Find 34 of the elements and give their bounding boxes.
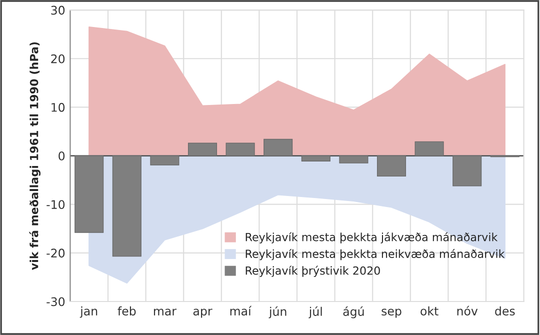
x-tick-label: feb <box>118 306 136 316</box>
bar <box>264 138 293 156</box>
y-tick-label: -20 <box>46 248 65 258</box>
legend-label: Reykjavík mesta þekkta jákvæða mánaðarvik <box>246 232 498 244</box>
x-tick-label: sep <box>382 308 402 318</box>
bar <box>74 155 104 233</box>
bar <box>414 141 444 156</box>
y-tick-label: 0 <box>58 152 65 160</box>
y-tick-label: 20 <box>51 54 65 64</box>
x-tick-label: des <box>495 306 515 316</box>
x-tick-label: apr <box>193 308 212 318</box>
bar <box>376 155 406 177</box>
y-axis-title: vik frá meðallagi 1961 til 1990 (hPa) <box>29 42 40 270</box>
bar <box>188 142 218 156</box>
x-tick-label: maí <box>230 306 252 316</box>
x-tick-label: okt <box>420 306 438 316</box>
bar <box>301 155 330 162</box>
x-tick-label: júl <box>308 306 322 318</box>
bar <box>226 142 255 156</box>
x-tick-label: mar <box>154 308 176 316</box>
x-tick-label: ágú <box>343 306 364 318</box>
x-tick-label: jan <box>80 306 98 318</box>
x-tick-label: jún <box>268 306 286 318</box>
x-tick-label: nóv <box>457 306 478 316</box>
bar <box>452 155 482 186</box>
bar <box>339 155 368 164</box>
bar <box>112 155 142 257</box>
y-tick-label: 30 <box>51 6 65 15</box>
legend-label: Reykjavík mesta þekkta neikvæða mánaðarvik <box>246 248 505 260</box>
legend-label: Reykjavík þrýstivik 2020 <box>246 266 380 277</box>
y-tick-label: -30 <box>46 297 65 306</box>
bar <box>150 155 180 166</box>
y-tick-label: 10 <box>52 102 65 112</box>
y-tick-label: -10 <box>46 200 65 210</box>
